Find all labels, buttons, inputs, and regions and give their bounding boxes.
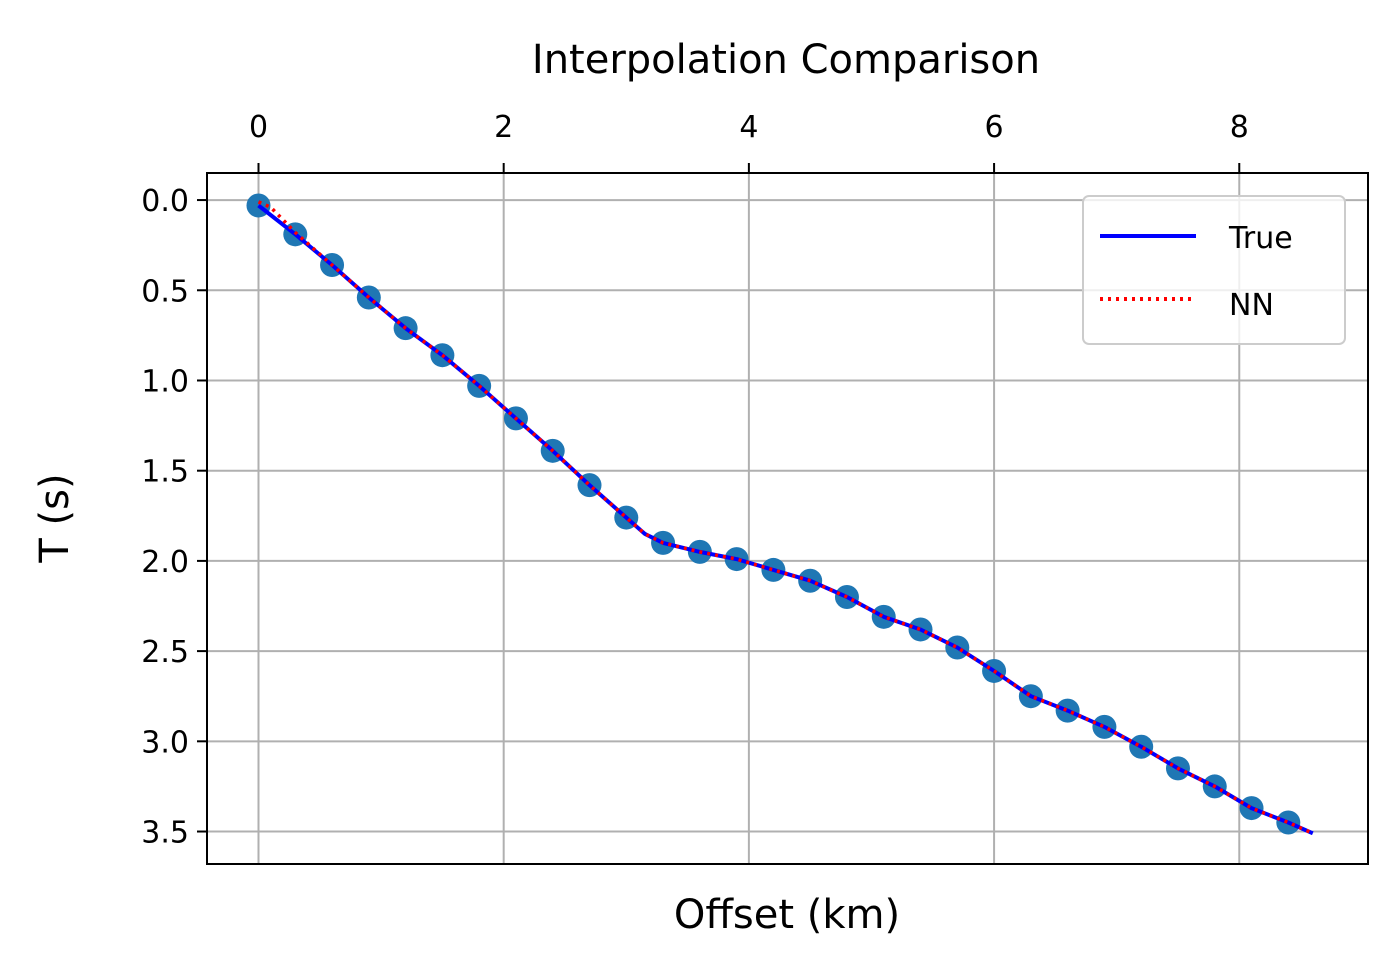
legend-label-nn: NN: [1229, 288, 1274, 323]
legend-box: [1082, 195, 1346, 345]
y-tick-label: 3.0: [141, 725, 189, 760]
y-tick-label: 0.5: [141, 274, 189, 309]
y-tick-label: 1.0: [141, 364, 189, 399]
y-tick-label: 1.5: [141, 455, 189, 490]
x-tick-label: 4: [739, 110, 758, 145]
y-tick-label: 3.5: [141, 816, 189, 851]
y-tick-label: 0.0: [141, 184, 189, 219]
series-layer: [257, 200, 1314, 836]
plot-frame: [206, 172, 1369, 865]
y-axis-title: T (s): [32, 473, 78, 563]
x-tick-label: 8: [1230, 110, 1249, 145]
legend-label-true: True: [1228, 221, 1293, 256]
y-tick-label: 2.0: [141, 545, 189, 580]
legend: True NN: [1082, 195, 1346, 345]
x-axis-title: Offset (km): [674, 892, 900, 938]
x-tick-label: 0: [249, 110, 268, 145]
chart-title: Interpolation Comparison: [532, 37, 1040, 83]
x-tick-label: 6: [985, 110, 1004, 145]
y-tick-label: 2.5: [141, 635, 189, 670]
axes-ticks: 0 2 4 6 8 0.0 0.5 1.0 1.5 2.0 2.5 3.0 3.5: [141, 110, 1249, 851]
series-line-nn: [257, 200, 1314, 835]
grid: [207, 173, 1368, 864]
x-tick-label: 2: [494, 110, 513, 145]
